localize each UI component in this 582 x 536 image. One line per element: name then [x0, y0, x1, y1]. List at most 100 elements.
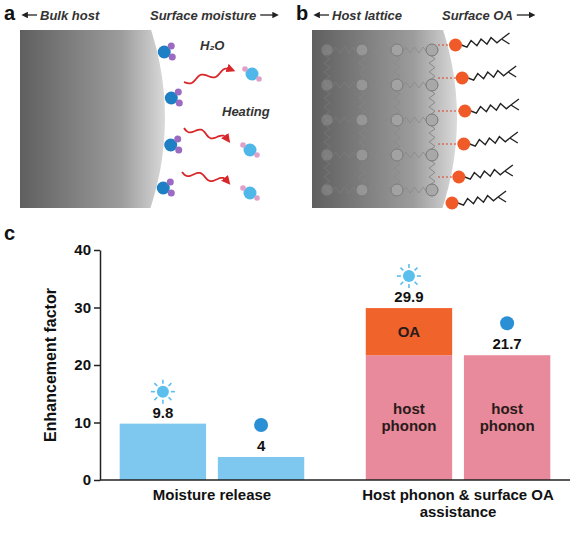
ligand-tail — [505, 165, 513, 176]
bars — [120, 308, 551, 480]
data-label: 9.8 — [152, 404, 173, 421]
light-ray — [154, 397, 157, 400]
y-tick-label: 20 — [74, 356, 91, 373]
bond-line — [438, 143, 458, 144]
lattice-atom — [321, 149, 333, 161]
segment-label: OA — [398, 323, 421, 340]
light-ray — [169, 383, 172, 386]
light-ray — [408, 284, 410, 288]
dark-icon — [500, 316, 514, 330]
ligand-tail — [510, 132, 518, 143]
heat-arrow — [182, 172, 228, 182]
x-tick-label: Moisture release — [153, 486, 271, 503]
ligand-tail — [461, 38, 501, 48]
process-label: Heating — [222, 104, 270, 119]
y-tick-mark — [94, 307, 100, 309]
light-core — [157, 386, 169, 398]
header-arrow — [517, 14, 533, 15]
water-hydrogen — [169, 54, 176, 61]
y-tick-label: 40 — [74, 241, 91, 258]
released-hydrogen — [242, 66, 248, 72]
oa-head — [456, 72, 469, 85]
bar-segment — [464, 355, 550, 480]
lattice-atom — [356, 114, 368, 126]
data-label: 29.9 — [394, 288, 423, 305]
data-label: 21.7 — [493, 335, 522, 352]
bar-segment — [366, 355, 452, 480]
bar-segment — [366, 308, 452, 355]
ligand-tail — [470, 137, 510, 147]
header-label: Surface OA — [442, 8, 513, 23]
bond-line — [438, 77, 456, 78]
bond-line — [438, 176, 453, 177]
lattice-atom — [391, 149, 403, 161]
segment-labels: hostphonon hostphonon OA — [381, 323, 534, 434]
ligand-tail — [465, 170, 505, 180]
lattice-atom — [356, 184, 368, 196]
water-hydrogen — [174, 136, 181, 143]
segment-label: hostphonon — [480, 400, 535, 434]
light-ray — [397, 275, 401, 277]
lattice-atom — [321, 114, 333, 126]
ligand-tail — [471, 104, 511, 114]
lattice-atom — [321, 79, 333, 91]
lattice-atom — [356, 149, 368, 161]
y-tick: 40 — [74, 241, 100, 258]
light-ray — [151, 391, 155, 393]
panel-letter: c — [4, 222, 15, 244]
header-label: Surface moisture — [150, 8, 256, 23]
released-hydrogen — [240, 142, 246, 148]
y-tick-mark — [94, 365, 100, 367]
oa-head — [449, 39, 462, 52]
panel-letter: a — [4, 2, 16, 24]
y-axis-title: Enhancement factor — [42, 288, 59, 442]
light-ray — [162, 400, 164, 404]
heat-arrow — [184, 69, 232, 84]
light-ray — [400, 282, 403, 285]
lattice-atom — [356, 44, 368, 56]
oa-head — [458, 105, 471, 118]
water-hydrogen — [175, 147, 182, 154]
bond-line — [438, 44, 449, 45]
header-arrow — [24, 14, 37, 15]
lattice-atom — [426, 44, 438, 56]
data-label: 4 — [257, 437, 266, 454]
lattice-atom — [426, 114, 438, 126]
lattice-atom — [391, 79, 403, 91]
ligand-tail — [508, 66, 516, 77]
molecule-label: H₂O — [200, 38, 224, 53]
oa-head — [452, 171, 465, 184]
oa-head — [446, 197, 459, 210]
water-hydrogen — [167, 179, 174, 186]
ligand-tail — [501, 33, 509, 44]
lattice-atom — [391, 44, 403, 56]
released-hydrogen — [240, 185, 246, 191]
ligand-tail — [498, 191, 506, 202]
lattice-atom — [391, 114, 403, 126]
light-core — [403, 270, 415, 282]
y-axis: 010203040 — [74, 241, 100, 488]
panel-b: bHost latticeSurface OA — [0, 0, 533, 403]
panel-c: c hostphonon hostphonon OA 010203040 Enhancem… — [4, 222, 570, 520]
light-ray — [400, 268, 403, 271]
light-ray — [415, 282, 418, 285]
dark-icon — [254, 418, 268, 432]
panel-letter: b — [296, 2, 308, 24]
light-ray — [415, 268, 418, 271]
ligand-tail — [458, 196, 498, 206]
lattice-atom — [321, 184, 333, 196]
figure: a Bulk host Surface moisture H₂O Heating b Hos… — [0, 0, 582, 536]
light-icon — [151, 380, 175, 404]
water-hydrogen — [168, 190, 175, 197]
water-hydrogen — [176, 100, 183, 107]
released-hydrogen — [254, 195, 260, 201]
y-tick-mark — [94, 250, 100, 252]
released-hydrogen — [254, 152, 260, 158]
lattice-atom — [426, 184, 438, 196]
light-ray — [162, 380, 164, 384]
lattice-atom — [391, 184, 403, 196]
header-label: Bulk host — [40, 8, 100, 23]
segment-label: hostphonon — [381, 400, 436, 434]
oa-head — [457, 138, 470, 151]
x-tick-label: Host phonon & surface OAassistance — [362, 486, 554, 520]
